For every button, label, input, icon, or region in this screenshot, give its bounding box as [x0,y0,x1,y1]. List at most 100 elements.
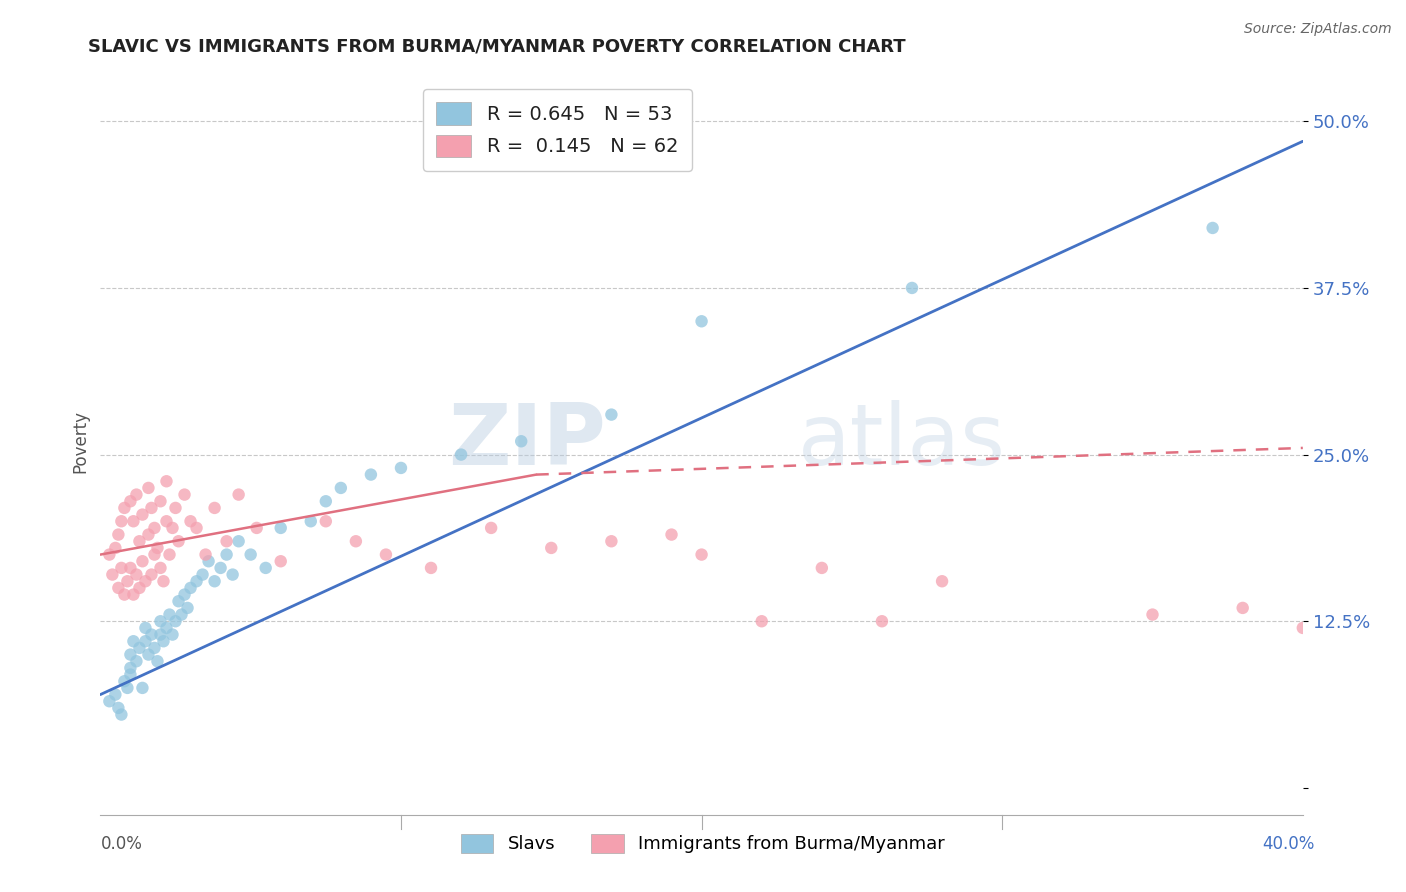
Point [110,561,132,575]
Point [112,674,135,689]
Point [146,541,169,555]
Point [131,681,153,695]
Text: atlas: atlas [797,400,1005,483]
Point [901,281,924,295]
Point [191,567,214,582]
Point [751,614,773,628]
Point [98,548,121,562]
Point [134,621,156,635]
Point [167,594,190,608]
Point [120,648,142,662]
Legend: R = 0.645   N = 53, R =  0.145   N = 62: R = 0.645 N = 53, R = 0.145 N = 62 [423,89,692,170]
Point [600,408,623,422]
Point [170,607,193,622]
Point [125,654,148,668]
Point [120,494,142,508]
Point [101,567,124,582]
Point [540,541,562,555]
Point [104,688,127,702]
Point [186,521,208,535]
Point [110,514,132,528]
Point [112,588,135,602]
Point [1201,221,1223,235]
Point [329,481,352,495]
Point [194,548,217,562]
Point [1232,601,1254,615]
Point [270,521,292,535]
Point [117,574,139,589]
Point [141,627,163,641]
Point [165,614,187,628]
Point [117,681,139,695]
Point [107,581,129,595]
Text: 40.0%: 40.0% [1263,835,1315,853]
Point [128,534,150,549]
Point [125,567,148,582]
Point [204,574,226,589]
Point [270,554,292,568]
Point [374,548,396,562]
Point [104,541,127,555]
Point [215,548,238,562]
Point [128,581,150,595]
Point [134,634,156,648]
Point [197,554,219,568]
Point [107,701,129,715]
Point [204,500,226,515]
Point [138,481,160,495]
Point [125,487,148,501]
Point [149,614,172,628]
Point [110,707,132,722]
Point [389,461,412,475]
Point [112,500,135,515]
Point [138,648,160,662]
Point [162,627,184,641]
Point [162,521,184,535]
Text: ZIP: ZIP [447,400,606,483]
Point [690,314,713,328]
Point [690,548,713,562]
Point [159,607,181,622]
Point [870,614,893,628]
Point [1292,621,1315,635]
Point [180,581,202,595]
Point [299,514,322,528]
Point [173,487,195,501]
Point [138,527,160,541]
Point [122,634,145,648]
Point [479,521,502,535]
Point [221,567,243,582]
Point [215,534,238,549]
Point [143,640,166,655]
Point [128,640,150,655]
Point [152,574,174,589]
Point [107,527,129,541]
Point [122,514,145,528]
Text: Source: ZipAtlas.com: Source: ZipAtlas.com [1244,22,1392,37]
Point [149,561,172,575]
Text: SLAVIC VS IMMIGRANTS FROM BURMA/MYANMAR POVERTY CORRELATION CHART: SLAVIC VS IMMIGRANTS FROM BURMA/MYANMAR … [89,37,905,55]
Point [239,548,262,562]
Point [254,561,277,575]
Point [143,521,166,535]
Point [155,621,177,635]
Point [246,521,269,535]
Point [315,494,337,508]
Point [1142,607,1164,622]
Point [141,500,163,515]
Point [360,467,382,482]
Point [600,534,623,549]
Point [811,561,834,575]
Point [450,448,472,462]
Point [159,548,181,562]
Point [420,561,443,575]
Point [661,527,683,541]
Point [510,434,533,449]
Point [315,514,337,528]
Point [149,627,172,641]
Point [186,574,208,589]
Point [167,534,190,549]
Point [176,601,198,615]
Point [143,548,166,562]
Point [131,508,153,522]
